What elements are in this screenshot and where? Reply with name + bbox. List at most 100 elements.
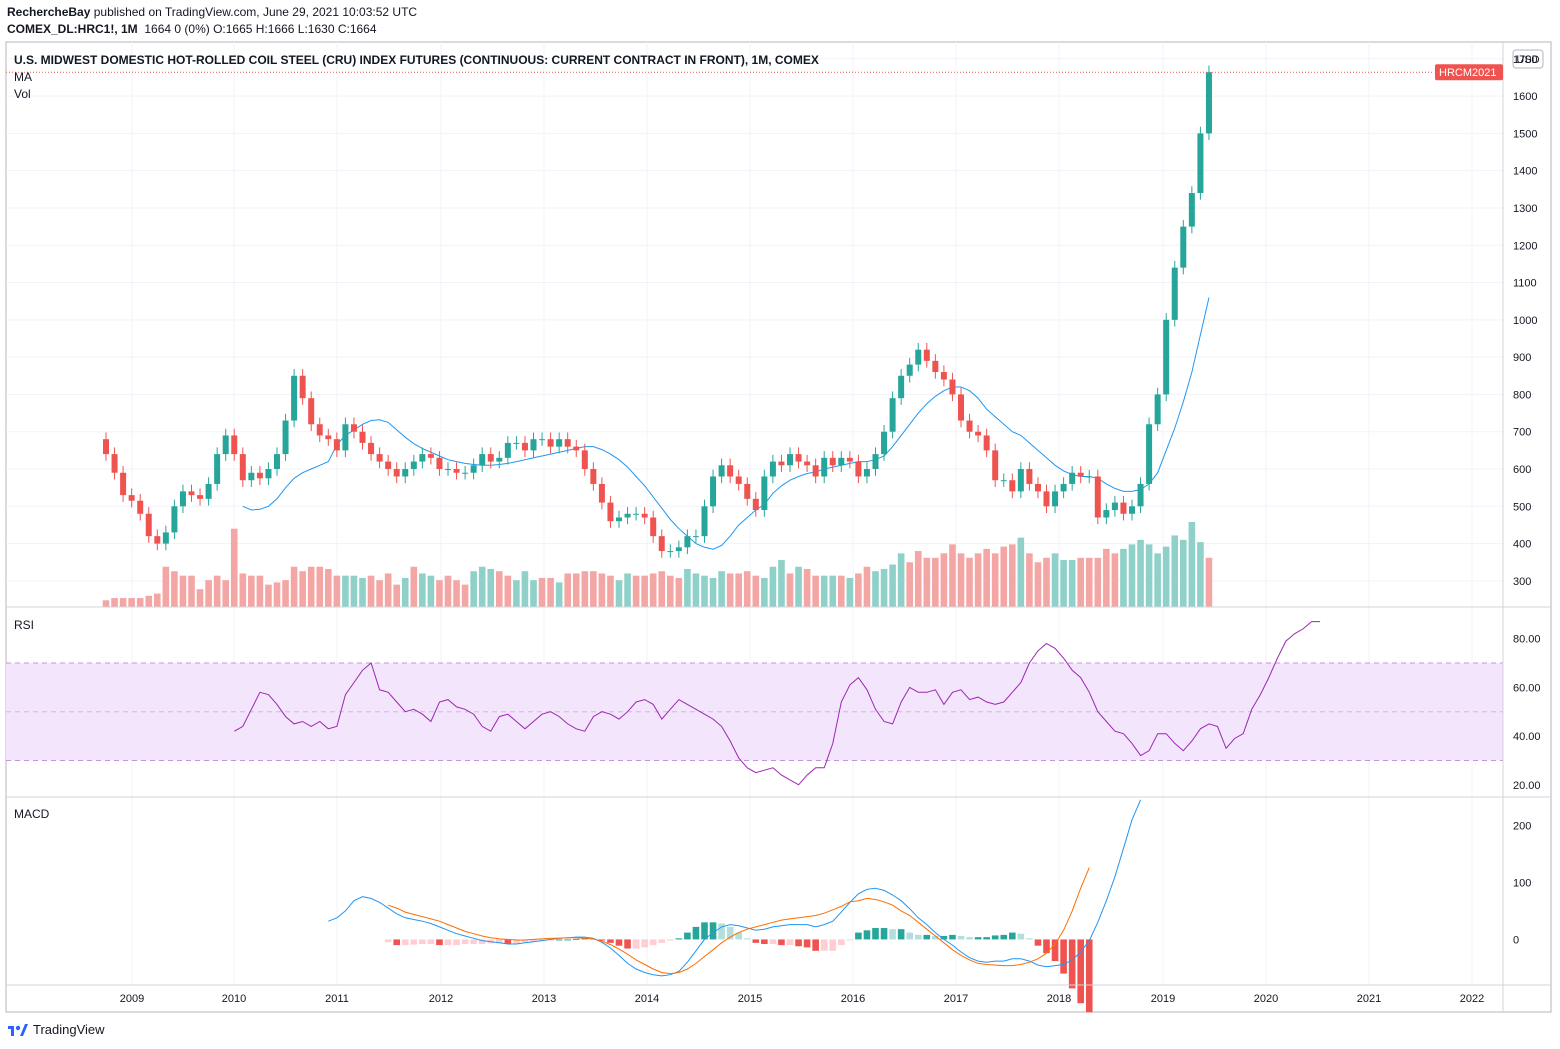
volume-bar: [940, 553, 948, 607]
macd-histogram-bar: [880, 928, 888, 940]
volume-bar: [641, 575, 648, 607]
candle-body: [487, 454, 494, 462]
volume-bar: [581, 571, 589, 607]
volume-bar: [786, 573, 794, 607]
candle-body: [855, 461, 862, 477]
rsi-tick-label: 60.00: [1513, 682, 1541, 694]
macd-histogram-bar: [855, 932, 862, 940]
price-tag: [1435, 64, 1503, 81]
candles[interactable]: [103, 65, 1212, 558]
rsi-tick-label: 40.00: [1513, 731, 1541, 743]
volume-bar: [923, 557, 931, 607]
currency-badge[interactable]: [1512, 49, 1544, 69]
macd-tick-label: 0: [1513, 934, 1519, 946]
volume-bar: [1137, 539, 1144, 607]
macd-histogram-bar: [521, 939, 529, 943]
macd-histogram-bar: [726, 926, 734, 940]
macd-histogram-bar: [829, 939, 837, 951]
candle-body: [1086, 476, 1093, 478]
macd-histogram-bar: [735, 932, 742, 940]
candle-body: [1146, 424, 1153, 484]
volume-bar: [299, 571, 306, 607]
rsi-label[interactable]: RSI: [14, 618, 34, 632]
rsi-tick-label: 20.00: [1513, 780, 1541, 792]
volume-bar: [230, 528, 238, 607]
volume-bar: [307, 566, 315, 607]
macd-histogram-bar: [1009, 932, 1016, 940]
macd-histogram-bar: [1026, 938, 1033, 940]
macd-label[interactable]: MACD: [14, 807, 50, 821]
tradingview-logo-icon: [8, 1024, 28, 1036]
macd-axis-ticks: 0 100 200: [1513, 820, 1531, 946]
macd-histogram-bar: [795, 939, 802, 947]
volume-bar: [795, 566, 802, 607]
candle-body: [325, 435, 332, 440]
candle-body: [633, 513, 640, 515]
volume-bar: [179, 575, 187, 607]
volume-bar: [718, 571, 725, 607]
candle-body: [581, 450, 588, 470]
volume-bar: [1000, 546, 1008, 607]
macd-histogram-bar: [769, 939, 777, 944]
candle-body: [462, 472, 469, 474]
candle-body: [727, 465, 734, 477]
price-tick-label: 1600: [1513, 91, 1537, 103]
macd-histogram-bar: [436, 939, 443, 946]
candle-body: [983, 435, 990, 451]
candle-body: [1009, 480, 1016, 492]
tradingview-logo[interactable]: TradingView: [7, 1021, 105, 1037]
volume-bar: [1120, 548, 1127, 607]
volume-bar: [1051, 553, 1059, 607]
candle-body: [376, 454, 383, 462]
volume-bar: [538, 577, 546, 607]
volume-bar: [872, 571, 879, 607]
candle-body: [923, 349, 930, 361]
volume-bar: [615, 580, 623, 607]
macd-histogram-bar: [684, 932, 691, 940]
macd-tick-label: 100: [1513, 877, 1531, 889]
candle-body: [385, 461, 392, 470]
volume-bar: [1009, 544, 1016, 607]
time-tick-label: 2013: [532, 993, 556, 1005]
volume-bar: [547, 577, 554, 607]
macd-histogram-bar: [701, 922, 708, 940]
macd-histogram-bar: [478, 939, 486, 944]
volume-bar: [384, 573, 392, 607]
volume-bar: [1077, 557, 1084, 607]
volume-bar: [513, 580, 520, 607]
volume-bar: [607, 575, 614, 607]
price-tick-label: 1100: [1513, 278, 1537, 290]
volume-bar: [1162, 546, 1170, 607]
legend-vol[interactable]: Vol: [14, 87, 31, 101]
volume-bar: [367, 575, 375, 607]
volume-bar: [359, 577, 366, 607]
macd-histogram-bar: [1068, 939, 1076, 989]
ma-line: [242, 297, 1210, 550]
volume-bar: [701, 575, 708, 607]
macd-histogram-bar: [401, 939, 409, 946]
candle-body: [128, 495, 135, 501]
volume-bar: [632, 575, 640, 607]
volume-bar: [555, 582, 563, 607]
tradingview-brand: TradingView: [33, 1021, 105, 1037]
time-tick-label: 2015: [738, 993, 762, 1005]
candle-body: [932, 360, 939, 373]
price-tick-label: 1000: [1513, 315, 1537, 327]
macd-histogram-bar: [624, 939, 631, 949]
macd-histogram-bar: [863, 930, 871, 940]
candle-body: [829, 457, 836, 466]
price-tick-label: 1300: [1513, 203, 1537, 215]
macd-histogram-bar: [872, 928, 879, 940]
candle-body: [1129, 506, 1135, 514]
macd-histogram-bar: [752, 939, 760, 943]
volume-bar: [726, 573, 734, 607]
legend-ma[interactable]: MA: [14, 70, 32, 84]
macd-histogram-bar: [632, 939, 640, 949]
publish-text: published on TradingView.com, June 29, 2…: [93, 5, 418, 19]
candle-body: [787, 454, 793, 466]
currency-label: USD: [1516, 54, 1539, 66]
candle-body: [171, 506, 178, 533]
volume-bar: [213, 575, 221, 607]
candle-body: [214, 454, 221, 484]
